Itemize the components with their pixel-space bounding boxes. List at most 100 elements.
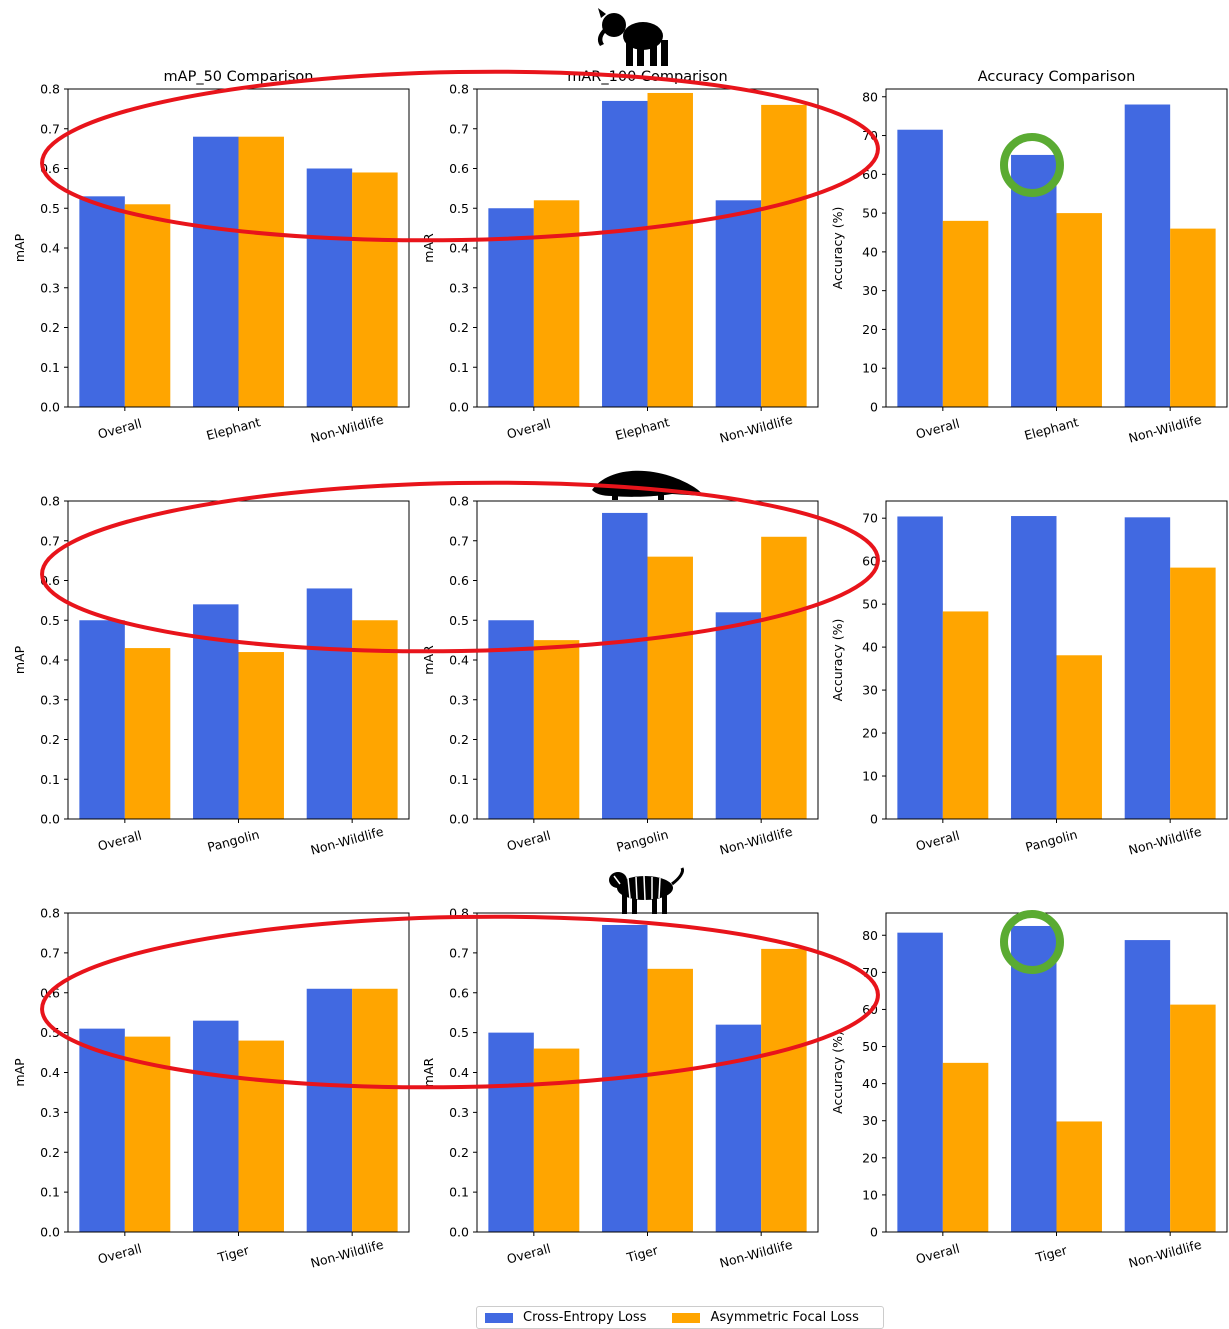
y-tick-label: 30 <box>862 1113 878 1128</box>
y-tick-label: 30 <box>862 683 878 698</box>
y-tick-label: 0.7 <box>40 121 60 136</box>
x-tick-label: Non-Wildlife <box>1127 412 1204 446</box>
x-tick-label: Overall <box>914 828 961 854</box>
chart-panel-4: Overall Pangolin Non-Wildlife 0.0 0.1 0.2 0.3 0… <box>12 494 410 858</box>
y-tick-label: 0.1 <box>40 1185 60 1200</box>
y-tick-label: 0 <box>870 1225 878 1240</box>
bar-elephant-series-2 <box>238 136 284 407</box>
highlight-circle-elephant-accuracy <box>1000 133 1064 197</box>
y-tick-label: 0.0 <box>449 812 469 827</box>
x-tick-label: Overall <box>914 1241 961 1267</box>
y-tick-label: 0.3 <box>449 692 469 707</box>
chart-panel-1: Overall Elephant Non-Wildlife 0.0 0.1 0.2 0.3 0… <box>12 69 410 446</box>
bar-overall-series-2 <box>942 220 989 407</box>
bar-tiger-series-1 <box>1011 925 1057 1232</box>
y-axis-label: Accuracy (%) <box>830 207 845 290</box>
y-tick-label: 0.1 <box>449 360 469 375</box>
legend-item-cross-entropy: Cross-Entropy Loss <box>485 1310 646 1325</box>
y-tick-label: 0.7 <box>40 945 60 960</box>
legend: Cross-Entropy Loss Asymmetric Focal Loss <box>476 1306 884 1329</box>
x-tick-label: Non-Wildlife <box>309 1237 386 1271</box>
plot-frame <box>885 88 1228 408</box>
y-tick-label: 10 <box>862 361 878 376</box>
highlight-ellipse-row-1 <box>40 69 880 243</box>
chart-panel-5: Overall Pangolin Non-Wildlife 0.0 0.1 0.2 0.3 0… <box>421 494 819 858</box>
chart-panel-2: Overall Elephant Non-Wildlife 0.0 0.1 0.2 0.3 0… <box>421 69 819 446</box>
bar-overall-series-1 <box>488 620 534 819</box>
y-tick-label: 40 <box>862 1076 878 1091</box>
y-tick-label: 0.3 <box>40 692 60 707</box>
bar-pangolin-series-2 <box>1056 655 1102 819</box>
x-tick-label: Tiger <box>624 1242 660 1265</box>
y-tick-label: 0.3 <box>449 1105 469 1120</box>
bar-non-wildlife-series-2 <box>352 620 398 819</box>
bar-non-wildlife-series-2 <box>352 172 398 407</box>
y-tick-label: 0.5 <box>40 201 60 216</box>
y-tick-label: 0.1 <box>40 360 60 375</box>
bar-non-wildlife-series-2 <box>1170 1004 1216 1232</box>
y-tick-label: 20 <box>862 726 878 741</box>
x-tick-label: Overall <box>96 416 143 442</box>
bar-pangolin-series-1 <box>1011 516 1057 819</box>
x-tick-label: Pangolin <box>615 827 670 855</box>
bar-overall-series-1 <box>897 129 943 407</box>
x-tick-label: Non-Wildlife <box>1127 1237 1204 1271</box>
y-axis-label: mAR <box>421 1057 436 1087</box>
y-tick-label: 0.8 <box>40 82 60 97</box>
x-tick-label: Pangolin <box>206 827 261 855</box>
y-tick-label: 0.3 <box>40 1105 60 1120</box>
y-tick-label: 10 <box>862 1187 878 1202</box>
y-axis-label: mAP <box>12 233 27 262</box>
legend-item-asymmetric-focal: Asymmetric Focal Loss <box>672 1310 859 1325</box>
chart-title: mAP_50 Comparison <box>164 69 314 85</box>
y-tick-label: 0.5 <box>449 1025 469 1040</box>
bar-tiger-series-2 <box>647 968 693 1232</box>
x-tick-label: Pangolin <box>1024 827 1079 855</box>
y-tick-label: 0.7 <box>449 533 469 548</box>
bar-non-wildlife-series-2 <box>761 536 807 819</box>
bar-pangolin-series-2 <box>647 556 693 819</box>
y-tick-label: 0.8 <box>449 82 469 97</box>
x-tick-label: Non-Wildlife <box>309 824 386 858</box>
bar-elephant-series-2 <box>1056 213 1102 407</box>
highlight-annotations <box>40 69 1064 1090</box>
bar-overall-series-2 <box>942 1062 989 1232</box>
y-tick-label: 30 <box>862 283 878 298</box>
x-tick-label: Tiger <box>215 1242 251 1265</box>
bar-pangolin-series-1 <box>602 512 648 819</box>
y-tick-label: 0.1 <box>449 772 469 787</box>
y-tick-label: 0.1 <box>40 772 60 787</box>
y-tick-label: 0.4 <box>449 1065 469 1080</box>
y-tick-label: 0.2 <box>449 1145 469 1160</box>
plot-frame <box>885 500 1228 820</box>
elephant-silhouette-icon <box>597 8 668 66</box>
y-tick-label: 0.5 <box>449 613 469 628</box>
y-tick-label: 0.6 <box>449 985 469 1000</box>
plot-frame <box>885 912 1228 1233</box>
bar-overall-series-2 <box>124 204 171 407</box>
x-tick-label: Elephant <box>614 414 671 443</box>
y-tick-label: 0.4 <box>40 653 60 668</box>
y-tick-label: 0.7 <box>40 533 60 548</box>
x-tick-label: Elephant <box>1023 414 1080 443</box>
x-tick-label: Overall <box>505 828 552 854</box>
x-tick-label: Overall <box>96 1241 143 1267</box>
y-tick-label: 0.4 <box>40 1065 60 1080</box>
bar-elephant-series-1 <box>602 100 648 408</box>
chart-panel-7: Overall Tiger Non-Wildlife 0.0 0.1 0.2 0.3 0.4 0… <box>12 906 410 1271</box>
y-tick-label: 0.2 <box>449 320 469 335</box>
y-tick-label: 0.0 <box>449 1225 469 1240</box>
chart-panel-9: Overall Tiger Non-Wildlife0102030405060708… <box>830 912 1228 1271</box>
bar-non-wildlife-series-1 <box>306 588 353 819</box>
chart-panel-3: Overall Elephant Non-Wildlife0102030405060… <box>830 69 1228 446</box>
bar-overall-series-1 <box>488 1032 534 1232</box>
x-tick-label: Overall <box>505 416 552 442</box>
y-tick-label: 80 <box>862 89 878 104</box>
bar-non-wildlife-series-1 <box>1124 104 1171 407</box>
bar-overall-series-2 <box>533 1048 580 1232</box>
bar-non-wildlife-series-2 <box>761 104 807 408</box>
bar-overall-series-2 <box>533 640 580 819</box>
y-tick-label: 0 <box>870 400 878 415</box>
y-axis-label: Accuracy (%) <box>830 619 845 702</box>
y-tick-label: 0.8 <box>449 494 469 509</box>
